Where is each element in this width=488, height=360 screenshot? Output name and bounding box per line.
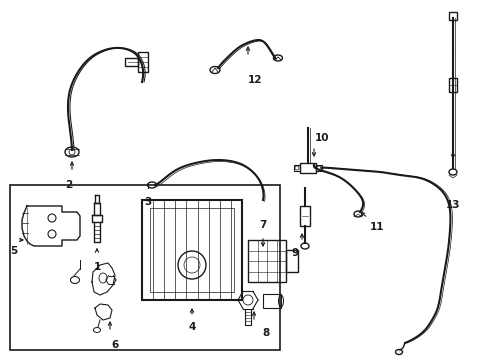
Bar (315, 165, 321, 171)
Text: 1: 1 (93, 262, 101, 272)
Bar (448, 78, 456, 92)
Bar (247, 240, 285, 282)
Bar (263, 294, 281, 308)
Text: 5: 5 (10, 246, 18, 256)
Text: 12: 12 (247, 75, 262, 85)
Text: 9: 9 (291, 248, 298, 258)
Bar (142, 200, 242, 300)
Text: 3: 3 (144, 197, 151, 207)
Bar (10, 185, 280, 350)
Bar (299, 163, 315, 173)
Text: 6: 6 (111, 340, 119, 350)
Bar (285, 250, 297, 272)
Text: 7: 7 (259, 220, 266, 230)
Bar (150, 208, 234, 292)
Bar (138, 52, 148, 72)
Bar (448, 12, 456, 20)
Bar (299, 206, 309, 226)
Bar (293, 165, 299, 171)
Text: 10: 10 (314, 133, 328, 143)
Bar (125, 58, 138, 66)
Text: 11: 11 (369, 222, 384, 232)
Text: 4: 4 (188, 322, 195, 332)
Text: 8: 8 (262, 328, 269, 338)
Text: 13: 13 (445, 200, 459, 210)
Text: 2: 2 (65, 180, 73, 190)
